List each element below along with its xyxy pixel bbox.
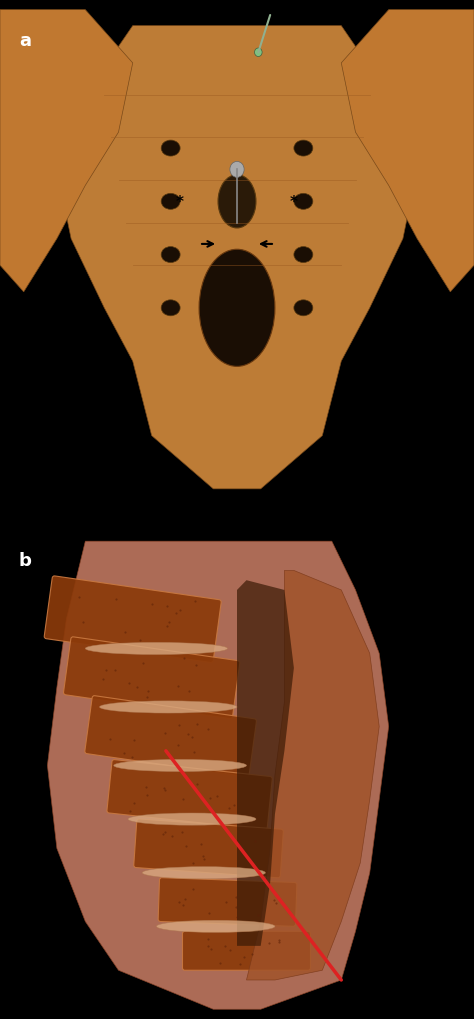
FancyBboxPatch shape xyxy=(64,637,240,718)
Text: a: a xyxy=(19,32,31,50)
Circle shape xyxy=(230,162,244,178)
Ellipse shape xyxy=(294,141,313,157)
Text: *: * xyxy=(176,195,184,210)
Ellipse shape xyxy=(161,248,180,263)
FancyBboxPatch shape xyxy=(85,696,256,777)
FancyBboxPatch shape xyxy=(134,819,283,878)
FancyBboxPatch shape xyxy=(107,760,272,830)
Ellipse shape xyxy=(128,813,256,825)
Polygon shape xyxy=(0,10,133,292)
Ellipse shape xyxy=(85,643,228,655)
Polygon shape xyxy=(341,10,474,292)
Ellipse shape xyxy=(294,301,313,317)
Ellipse shape xyxy=(294,248,313,263)
Ellipse shape xyxy=(114,759,246,771)
Polygon shape xyxy=(47,542,389,1009)
Ellipse shape xyxy=(161,195,180,210)
Polygon shape xyxy=(57,26,417,489)
Ellipse shape xyxy=(218,175,256,228)
FancyBboxPatch shape xyxy=(44,577,221,662)
Polygon shape xyxy=(237,581,294,946)
Ellipse shape xyxy=(142,867,265,879)
Ellipse shape xyxy=(294,195,313,210)
Ellipse shape xyxy=(100,701,237,713)
Circle shape xyxy=(255,49,262,57)
Text: *: * xyxy=(290,195,298,210)
Ellipse shape xyxy=(161,141,180,157)
Ellipse shape xyxy=(156,920,275,932)
FancyBboxPatch shape xyxy=(182,931,310,970)
Text: b: b xyxy=(19,551,32,570)
Ellipse shape xyxy=(199,250,275,367)
Ellipse shape xyxy=(161,301,180,317)
FancyBboxPatch shape xyxy=(158,877,297,926)
Polygon shape xyxy=(246,571,379,980)
